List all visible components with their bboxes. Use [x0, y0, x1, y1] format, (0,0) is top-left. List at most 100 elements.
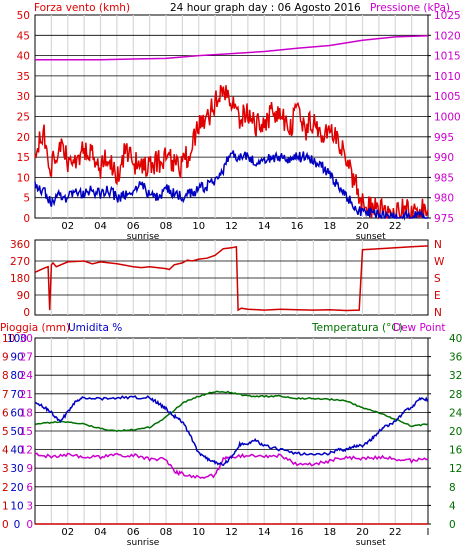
humidity-y-tick: 0	[14, 519, 21, 531]
direction-line	[34, 245, 429, 312]
humidity-y-tick: 80	[10, 370, 23, 382]
wind-average-line	[34, 150, 428, 221]
x-tick-label: 14	[258, 527, 271, 538]
rain-y-tick: 7	[2, 389, 9, 401]
humidity-y-tick: 30	[10, 463, 23, 475]
x-tick-label: I	[427, 221, 430, 232]
rain-y-tick: 1	[2, 500, 9, 512]
compass-tick: W	[434, 256, 445, 268]
pressure-y-tick: 1005	[434, 91, 461, 103]
humidity-y-tick: 10	[10, 500, 23, 512]
x-note-label: sunset	[356, 538, 386, 548]
x-note-label: sunrise	[127, 538, 160, 548]
dewpoint-line	[34, 452, 429, 479]
humidity-y-tick: 50	[10, 426, 23, 438]
wind-panel-series	[34, 34, 429, 221]
temperature-y-tick: 40	[449, 333, 462, 345]
pressure-y-tick: 1020	[434, 30, 461, 42]
dewpoint-axis-label: Dew Point	[393, 322, 446, 334]
temperature-y-tick: 4	[449, 500, 456, 512]
x-tick-label: 20	[356, 221, 369, 232]
humidity-temperature-panel: 0123456789100102030405060708090100036912…	[2, 333, 463, 548]
compass-tick: E	[434, 290, 441, 302]
temperature-axis-label: Temperatura (°C)	[311, 322, 403, 334]
compass-tick: N	[434, 307, 442, 319]
pressure-line	[35, 34, 429, 61]
dewpoint-scale-tick: 3	[26, 500, 33, 512]
gust-line	[34, 84, 429, 220]
x-tick-label: 10	[192, 221, 205, 232]
pressure-y-tick: 1025	[434, 10, 461, 22]
wind-y-tick: 5	[23, 193, 30, 205]
wind-y-tick: 25	[17, 112, 30, 124]
x-tick-label: 04	[94, 221, 107, 232]
x-tick-label: 10	[192, 527, 205, 538]
wind-y-ticks: 0 5 10 15 20 25 30 35 40 45 50	[17, 10, 30, 225]
temperature-y-ticks: 0 4 8 12 16 20 24 28 32 36 40	[428, 333, 463, 531]
dewpoint-scale-tick: 21	[20, 389, 33, 401]
x-tick-label: 12	[225, 527, 238, 538]
direction-degree-tick: 360	[10, 239, 30, 251]
wind-y-tick: 20	[17, 132, 30, 144]
x-tick-label: I	[427, 527, 430, 538]
rain-y-tick: 6	[2, 407, 9, 419]
x-tick-label: 16	[291, 527, 304, 538]
x-tick-label: 06	[127, 527, 140, 538]
wind-y-tick: 35	[17, 71, 30, 83]
dewpoint-scale-tick: 12	[20, 445, 33, 457]
temperature-y-tick: 16	[449, 445, 463, 457]
x-note-label: sunrise	[127, 232, 160, 242]
rain-y-tick: 0	[2, 519, 9, 531]
direction-panel-series	[34, 245, 429, 312]
rain-y-tick: 10	[2, 333, 15, 345]
pressure-y-tick: 990	[434, 152, 454, 164]
wind-axis-label: Forza vento (kmh)	[34, 2, 130, 14]
humidity-y-tick: 60	[10, 407, 23, 419]
dewpoint-scale-tick: 15	[20, 426, 33, 438]
x-tick-label: 14	[258, 221, 271, 232]
temperature-y-tick: 28	[449, 389, 462, 401]
rain-y-tick: 8	[2, 370, 9, 382]
x-tick-label: 04	[94, 527, 107, 538]
x-tick-label: 22	[389, 221, 402, 232]
humidity-panel-series	[34, 390, 429, 525]
humidity-y-tick: 20	[10, 482, 23, 494]
pressure-y-tick: 1000	[434, 112, 461, 124]
chart-title: 24 hour graph day : 06 Agosto 2016	[170, 2, 361, 14]
humidity-y-tick: 40	[10, 445, 23, 457]
x-tick-label: 16	[291, 221, 304, 232]
wind-y-tick: 50	[17, 10, 30, 22]
x-tick-label: 12	[225, 221, 238, 232]
wind-y-tick: 40	[17, 51, 30, 63]
pressure-y-tick: 995	[434, 132, 454, 144]
wind-y-tick: 30	[17, 91, 30, 103]
x-tick-label: 22	[389, 527, 402, 538]
wind-y-tick: 15	[17, 152, 30, 164]
humidity-axis-label: Umidita %	[68, 322, 122, 334]
x-tick-label: 02	[61, 527, 74, 538]
x-tick-label: 18	[323, 527, 336, 538]
x-tick-label: 08	[160, 221, 173, 232]
compass-tick: S	[434, 273, 441, 285]
x-tick-label: 20	[356, 527, 369, 538]
dewpoint-scale-tick: 6	[26, 482, 33, 494]
x-tick-label: 02	[61, 221, 74, 232]
rain-y-tick: 4	[2, 445, 9, 457]
x-note-label: sunset	[356, 232, 386, 242]
rain-y-tick: 5	[2, 426, 9, 438]
dewpoint-scale-tick: 24	[20, 370, 34, 382]
direction-degree-tick: 180	[10, 273, 30, 285]
pressure-axis-label: Pressione (kPa)	[370, 2, 450, 14]
pressure-y-tick: 1010	[434, 71, 461, 83]
wind-y-tick: 10	[17, 172, 30, 184]
temperature-line	[34, 390, 429, 433]
wind-y-tick: 45	[17, 30, 30, 42]
dewpoint-scale-tick: 9	[26, 463, 33, 475]
wind-panel-grid	[35, 15, 428, 218]
pressure-y-tick: 1015	[434, 51, 461, 63]
